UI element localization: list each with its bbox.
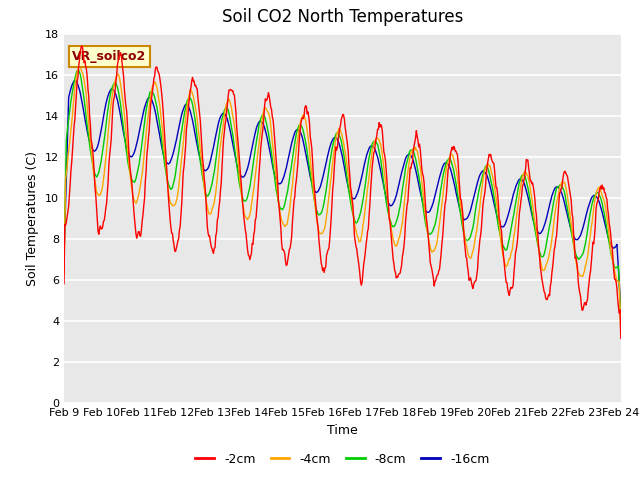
Legend: -2cm, -4cm, -8cm, -16cm: -2cm, -4cm, -8cm, -16cm — [191, 448, 494, 471]
Y-axis label: Soil Temperatures (C): Soil Temperatures (C) — [26, 151, 40, 286]
X-axis label: Time: Time — [327, 424, 358, 437]
Title: Soil CO2 North Temperatures: Soil CO2 North Temperatures — [221, 9, 463, 26]
Text: VR_soilco2: VR_soilco2 — [72, 50, 147, 63]
